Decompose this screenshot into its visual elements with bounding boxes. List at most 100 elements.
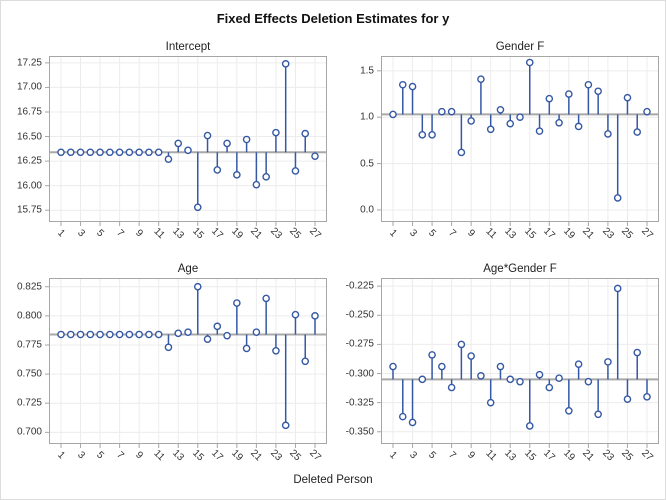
x-tick-label: 13 [502,447,519,464]
x-tick-label: 21 [248,225,265,242]
data-point-marker [223,331,231,340]
data-point-marker [252,180,261,189]
data-point-marker [574,122,583,131]
data-point-marker [154,148,163,157]
x-tick-label: 15 [189,447,206,464]
x-tick-label: 3 [406,449,419,462]
data-point-marker [408,82,417,91]
x-tick-label: 15 [189,225,206,242]
data-point-marker [272,128,280,137]
data-point-marker [565,90,573,98]
data-point-marker [281,421,290,430]
y-tick-label: 0.5 [360,158,374,170]
x-axis-age: 1 3 5 7 9 11 13 15 17 19 21 23 25 27 [49,444,327,471]
data-point-marker [57,148,65,157]
x-tick-label: 23 [600,225,616,242]
x-tick-label: 25 [287,225,304,242]
x-tick-label: 11 [151,447,167,464]
x-tick-label: 3 [406,227,419,240]
data-point-marker [467,352,475,360]
data-point-marker [115,148,124,157]
data-point-marker [76,148,85,157]
x-tick-label: 25 [619,447,636,464]
x-tick-label: 1 [55,227,67,240]
y-axis-age: 0.700 0.725 0.750 0.775 0.800 0.825 [7,278,49,444]
x-tick-label: 13 [502,225,519,242]
data-point-marker [184,146,192,155]
data-point-marker [584,80,593,89]
data-point-marker [242,135,251,144]
panel-body: -0.350 -0.325 -0.300 -0.275 -0.250 -0.225 [339,278,659,448]
x-tick-label: 27 [307,447,323,464]
data-point-marker [174,329,183,338]
x-tick-label: 19 [229,447,245,464]
data-point-marker [408,418,417,427]
data-point-marker [135,330,143,339]
y-tick-label: 0.800 [16,310,42,322]
data-point-marker [594,87,602,96]
x-tick-label: 13 [170,225,187,242]
data-point-marker [66,330,75,339]
x-tick-label: 23 [268,225,284,242]
data-point-marker [604,130,612,138]
data-point-marker [262,294,270,303]
data-point-marker [233,299,241,307]
data-point-marker [106,148,114,157]
x-tick-label: 23 [600,447,616,464]
data-point-marker [565,406,573,415]
data-point-marker [115,330,124,339]
x-tick-label: 11 [483,447,499,464]
y-tick-label: 0.725 [16,397,42,409]
data-point-marker [477,75,485,83]
data-point-marker [223,139,231,148]
data-point-marker [633,348,642,357]
data-point-marker [467,117,475,125]
data-point-marker [76,330,85,339]
data-point-marker [398,80,407,89]
x-tick-label: 3 [74,227,87,240]
x-tick-label: 1 [387,449,399,462]
data-point-marker [86,148,95,157]
x-tick-label: 21 [248,447,265,464]
y-tick-label: 1.5 [360,65,374,77]
data-point-marker [145,148,153,157]
x-tick-label: 15 [521,447,538,464]
x-tick-label: 21 [580,447,597,464]
data-point-marker [106,330,114,339]
data-point-marker [193,282,202,291]
plot-area-age [45,278,327,448]
data-point-marker [86,330,95,339]
x-tick-label: 3 [74,449,87,462]
x-tick-label: 9 [133,227,145,240]
panel-gender-f: Gender F 0.0 0.5 1.0 1.5 1 3 5 7 9 11 13 15 17 19 21 2… [339,39,659,249]
x-tick-label: 9 [133,449,145,462]
data-point-marker [457,148,466,157]
plot-border [381,56,659,222]
panel-body: 0.0 0.5 1.0 1.5 [339,56,659,226]
x-tick-label: 9 [465,449,477,462]
data-point-marker [242,344,251,353]
y-tick-label: 0.825 [16,281,42,293]
y-tick-label: 17.25 [16,57,42,69]
panel-age-gender-f: Age*Gender F -0.350 -0.325 -0.300 -0.275 -0.… [339,261,659,471]
data-point-marker [447,383,456,392]
plot-border [49,278,327,444]
data-point-marker [281,60,290,68]
y-tick-label: -0.325 [345,397,374,409]
data-point-marker [506,119,515,128]
data-point-marker [496,105,505,114]
data-point-marker [57,330,65,339]
data-point-marker [447,107,456,116]
y-tick-label: 0.775 [16,339,42,351]
x-tick-label: 25 [619,225,636,242]
x-tick-label: 27 [639,225,655,242]
y-tick-label: 0.750 [16,368,42,380]
x-tick-label: 5 [426,449,438,462]
data-point-marker [604,358,612,366]
data-point-marker [643,393,651,401]
data-point-marker [506,375,515,384]
x-axis-intercept: 1 3 5 7 9 11 13 15 17 19 21 23 25 27 [49,222,327,249]
plot-area-gender-f [377,56,659,226]
